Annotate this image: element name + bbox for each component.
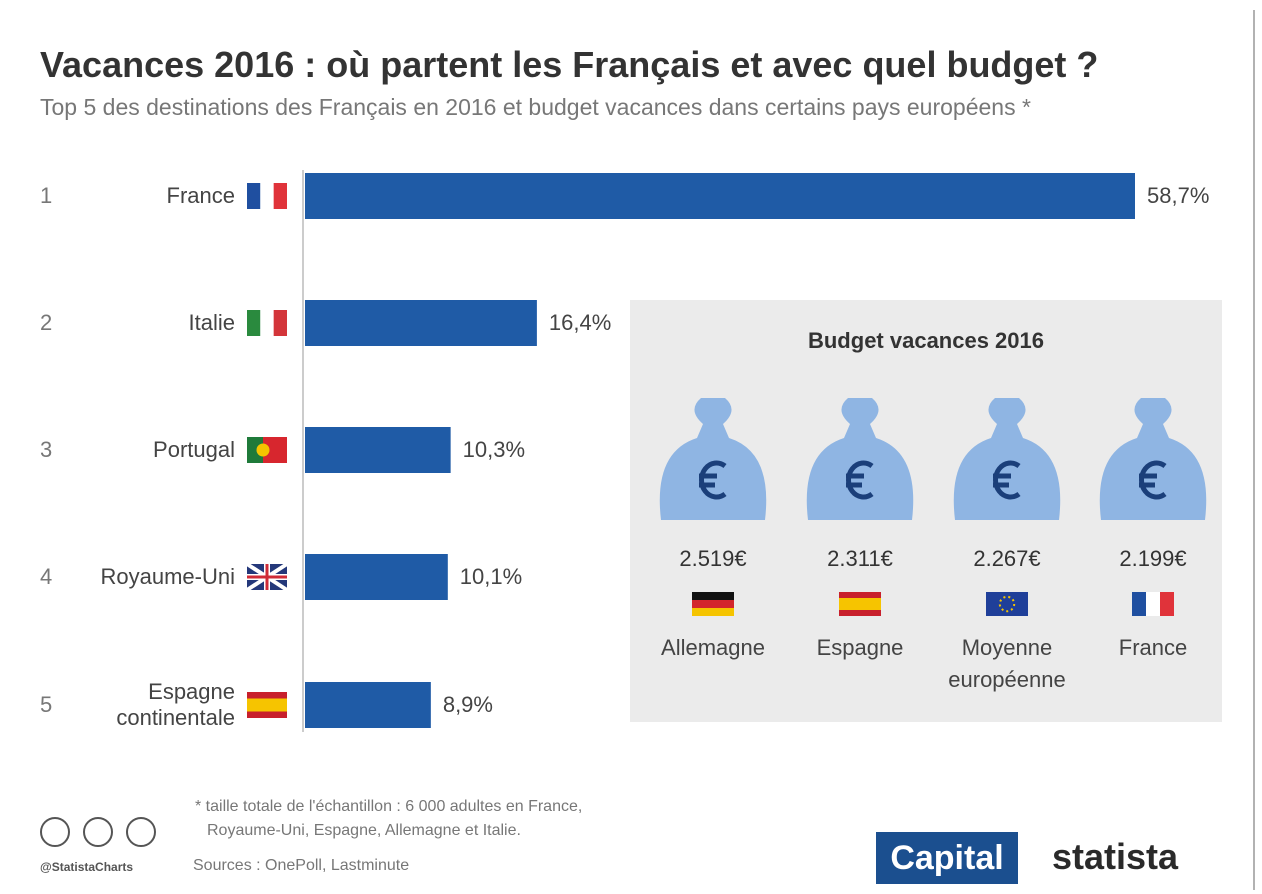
title: Vacances 2016 : où partent les Français …: [40, 44, 1099, 85]
rank: 3: [40, 437, 53, 462]
category-label: Portugal: [153, 437, 235, 462]
inset-title: Budget vacances 2016: [807, 328, 1045, 353]
category-label: Italie: [188, 310, 235, 335]
flag: [273, 183, 287, 209]
flag: [986, 592, 1028, 616]
flag: [247, 183, 261, 209]
flag: [256, 443, 270, 457]
flag: [247, 692, 287, 699]
bar: [305, 554, 448, 600]
flag: [273, 310, 287, 336]
euro-sign: [1139, 460, 1167, 500]
rank: 1: [40, 183, 53, 208]
flag: [998, 595, 1016, 613]
rank: 5: [40, 692, 53, 717]
category-label: Royaume-Uni: [100, 564, 236, 589]
flag: [839, 610, 881, 616]
flag: [692, 608, 734, 616]
money-bag: [659, 398, 767, 520]
flag: [247, 564, 287, 590]
euro-sign: [846, 460, 874, 500]
subtitle: Top 5 des destinations des Français en 2…: [40, 94, 1031, 120]
flag: [839, 598, 881, 604]
flag: [247, 698, 287, 705]
flag: [692, 600, 734, 608]
flag: [247, 437, 263, 463]
logo-capital: Capital: [876, 832, 1018, 884]
flag: [839, 604, 881, 610]
budget-country: Allemagne: [661, 635, 765, 660]
money-bag: [1099, 398, 1207, 520]
flag: [247, 705, 287, 712]
flag: [260, 310, 274, 336]
value-label: 10,3%: [462, 437, 526, 462]
budget-amount: 2.199€: [1119, 546, 1187, 571]
flag: [839, 592, 881, 598]
budget-amount: 2.519€: [679, 546, 747, 571]
bar: [305, 300, 537, 346]
credit: @StatistaCharts: [40, 860, 134, 874]
footnote: Royaume-Uni, Espagne, Allemagne et Itali…: [207, 822, 521, 839]
flag: [692, 592, 734, 600]
flag: [247, 711, 287, 718]
flag: [1160, 592, 1174, 616]
footnote: * taille totale de l'échantillon : 6 000…: [195, 798, 583, 815]
value-label: 58,7%: [1147, 183, 1210, 208]
logo-statista: statista: [1052, 836, 1179, 877]
budget-country: Moyenne européenne: [948, 635, 1066, 692]
value-label: 16,4%: [548, 310, 612, 335]
value-label: 10,1%: [459, 564, 523, 589]
flag: [1132, 592, 1146, 616]
category-label: France: [166, 183, 235, 208]
value-label: 8,9%: [442, 692, 493, 717]
category-label: Espagne continentale: [116, 679, 235, 730]
bar: [305, 682, 431, 728]
bar: [305, 173, 1135, 219]
sources: Sources : OnePoll, Lastminute: [193, 857, 410, 874]
bar: [305, 427, 451, 473]
budget-country: Espagne: [816, 635, 904, 660]
euro-sign: [993, 460, 1021, 500]
flag: [247, 310, 261, 336]
budget-country: France: [1118, 635, 1188, 660]
rank: 4: [40, 564, 53, 589]
euro-sign: [699, 460, 727, 500]
cc-icons: [40, 817, 156, 847]
rank: 2: [40, 310, 53, 335]
money-bag: [953, 398, 1061, 520]
budget-amount: 2.267€: [973, 546, 1041, 571]
budget-amount: 2.311€: [827, 546, 893, 571]
flag: [260, 183, 274, 209]
money-bag: [806, 398, 914, 520]
flag: [1146, 592, 1160, 616]
